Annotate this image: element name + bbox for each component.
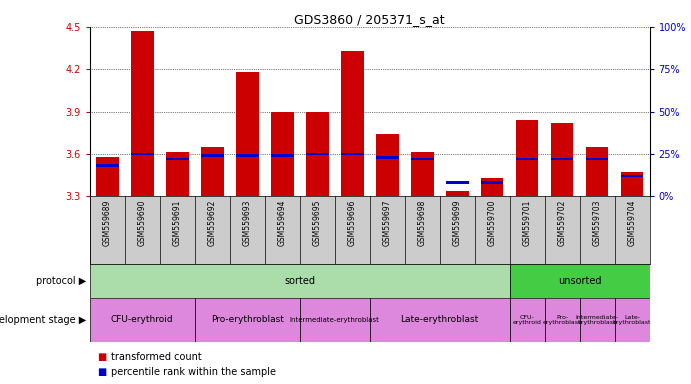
Text: ■: ■ bbox=[97, 352, 106, 362]
Bar bbox=[551, 123, 574, 196]
Bar bbox=[271, 111, 294, 196]
Bar bbox=[446, 190, 468, 196]
Text: GSM559704: GSM559704 bbox=[627, 200, 636, 246]
Text: GSM559691: GSM559691 bbox=[173, 200, 182, 246]
Text: development stage ▶: development stage ▶ bbox=[0, 315, 86, 325]
Text: GSM559700: GSM559700 bbox=[488, 200, 497, 246]
Text: GSM559692: GSM559692 bbox=[208, 200, 217, 246]
Title: GDS3860 / 205371_s_at: GDS3860 / 205371_s_at bbox=[294, 13, 445, 26]
Bar bbox=[90, 298, 195, 342]
Text: GSM559702: GSM559702 bbox=[558, 200, 567, 246]
Bar bbox=[376, 134, 399, 196]
Bar bbox=[551, 158, 574, 160]
Bar bbox=[515, 120, 538, 196]
Text: transformed count: transformed count bbox=[111, 352, 201, 362]
Text: ■: ■ bbox=[97, 367, 106, 377]
Bar bbox=[131, 31, 153, 196]
Bar bbox=[410, 158, 433, 160]
Text: CFU-erythroid: CFU-erythroid bbox=[111, 315, 173, 324]
Bar bbox=[306, 111, 329, 196]
Bar bbox=[621, 175, 643, 177]
Text: percentile rank within the sample: percentile rank within the sample bbox=[111, 367, 276, 377]
Text: Late-erythroblast: Late-erythroblast bbox=[401, 315, 479, 324]
Text: GSM559693: GSM559693 bbox=[243, 200, 252, 246]
Bar bbox=[545, 298, 580, 342]
Bar bbox=[236, 154, 258, 157]
Text: GSM559694: GSM559694 bbox=[278, 200, 287, 246]
Bar bbox=[481, 181, 504, 184]
Text: CFU-
erythroid: CFU- erythroid bbox=[513, 314, 542, 325]
Text: sorted: sorted bbox=[284, 276, 315, 286]
Bar bbox=[306, 152, 329, 155]
Text: unsorted: unsorted bbox=[558, 276, 601, 286]
Bar bbox=[481, 178, 504, 196]
Bar bbox=[96, 157, 119, 196]
Bar bbox=[614, 298, 650, 342]
Text: GSM559689: GSM559689 bbox=[103, 200, 112, 246]
Text: protocol ▶: protocol ▶ bbox=[36, 276, 86, 286]
Text: Pro-erythroblast: Pro-erythroblast bbox=[211, 315, 284, 324]
Bar bbox=[236, 72, 258, 196]
Bar bbox=[341, 152, 363, 155]
Bar bbox=[341, 51, 363, 196]
Bar bbox=[586, 147, 609, 196]
Bar bbox=[195, 298, 300, 342]
Text: Late-
erythroblast: Late- erythroblast bbox=[613, 314, 652, 325]
Text: GSM559697: GSM559697 bbox=[383, 200, 392, 246]
Bar bbox=[515, 158, 538, 160]
Bar bbox=[370, 298, 509, 342]
Text: Intermediate-erythroblast: Intermediate-erythroblast bbox=[290, 317, 379, 323]
Bar bbox=[96, 164, 119, 167]
Bar bbox=[509, 264, 650, 298]
Text: Intermediate-
erythroblast: Intermediate- erythroblast bbox=[576, 314, 618, 325]
Text: GSM559701: GSM559701 bbox=[522, 200, 531, 246]
Text: GSM559695: GSM559695 bbox=[313, 200, 322, 246]
Text: GSM559699: GSM559699 bbox=[453, 200, 462, 246]
Bar bbox=[586, 158, 609, 160]
Bar bbox=[166, 152, 189, 196]
Text: Pro-
erythroblast: Pro- erythroblast bbox=[543, 314, 581, 325]
Bar bbox=[166, 158, 189, 160]
Text: GSM559696: GSM559696 bbox=[348, 200, 357, 246]
Bar bbox=[90, 264, 509, 298]
Bar bbox=[271, 154, 294, 157]
Bar bbox=[621, 172, 643, 196]
Bar bbox=[580, 298, 614, 342]
Bar bbox=[509, 298, 545, 342]
Text: GSM559703: GSM559703 bbox=[593, 200, 602, 246]
Bar bbox=[201, 147, 224, 196]
Bar bbox=[201, 154, 224, 157]
Bar bbox=[131, 152, 153, 155]
Bar bbox=[410, 152, 433, 196]
Bar bbox=[376, 156, 399, 159]
Bar bbox=[446, 181, 468, 184]
Text: GSM559690: GSM559690 bbox=[138, 200, 146, 246]
Bar bbox=[300, 298, 370, 342]
Text: GSM559698: GSM559698 bbox=[417, 200, 426, 246]
